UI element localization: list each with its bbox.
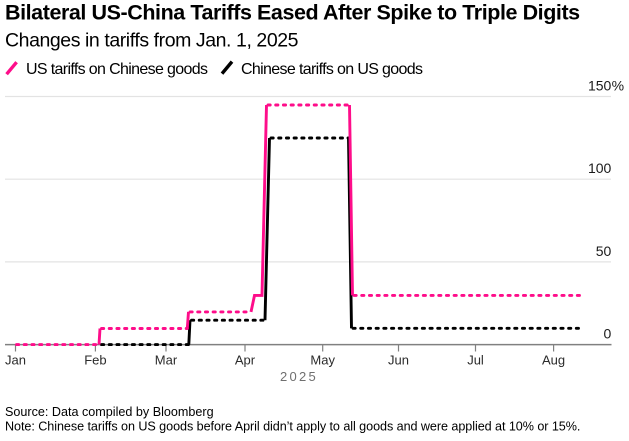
svg-text:100: 100 [588, 160, 612, 176]
svg-text:Mar: Mar [155, 353, 178, 368]
svg-text:50: 50 [596, 243, 612, 259]
svg-text:Apr: Apr [235, 353, 256, 368]
svg-text:Chinese tariffs on US goods: Chinese tariffs on US goods [241, 61, 423, 78]
svg-text:Jul: Jul [467, 353, 484, 368]
svg-text:Aug: Aug [542, 353, 565, 368]
svg-text:150: 150 [588, 77, 612, 93]
svg-text:May: May [310, 353, 335, 368]
svg-text:Note: Chinese tariffs on US go: Note: Chinese tariffs on US goods before… [5, 420, 580, 434]
svg-text:2025: 2025 [280, 369, 318, 384]
svg-text:Jan: Jan [5, 353, 26, 368]
svg-text:Changes in tariffs from Jan. 1: Changes in tariffs from Jan. 1, 2025 [5, 30, 299, 52]
svg-text:%: % [612, 77, 624, 93]
svg-text:Bilateral US-China Tariffs Eas: Bilateral US-China Tariffs Eased After S… [5, 1, 580, 25]
svg-text:US tariffs on Chinese goods: US tariffs on Chinese goods [26, 61, 208, 78]
svg-text:Feb: Feb [84, 353, 106, 368]
svg-text:0: 0 [604, 325, 612, 341]
svg-text:Source: Data compiled by Bloom: Source: Data compiled by Bloomberg [5, 405, 214, 419]
svg-text:Jun: Jun [388, 353, 409, 368]
